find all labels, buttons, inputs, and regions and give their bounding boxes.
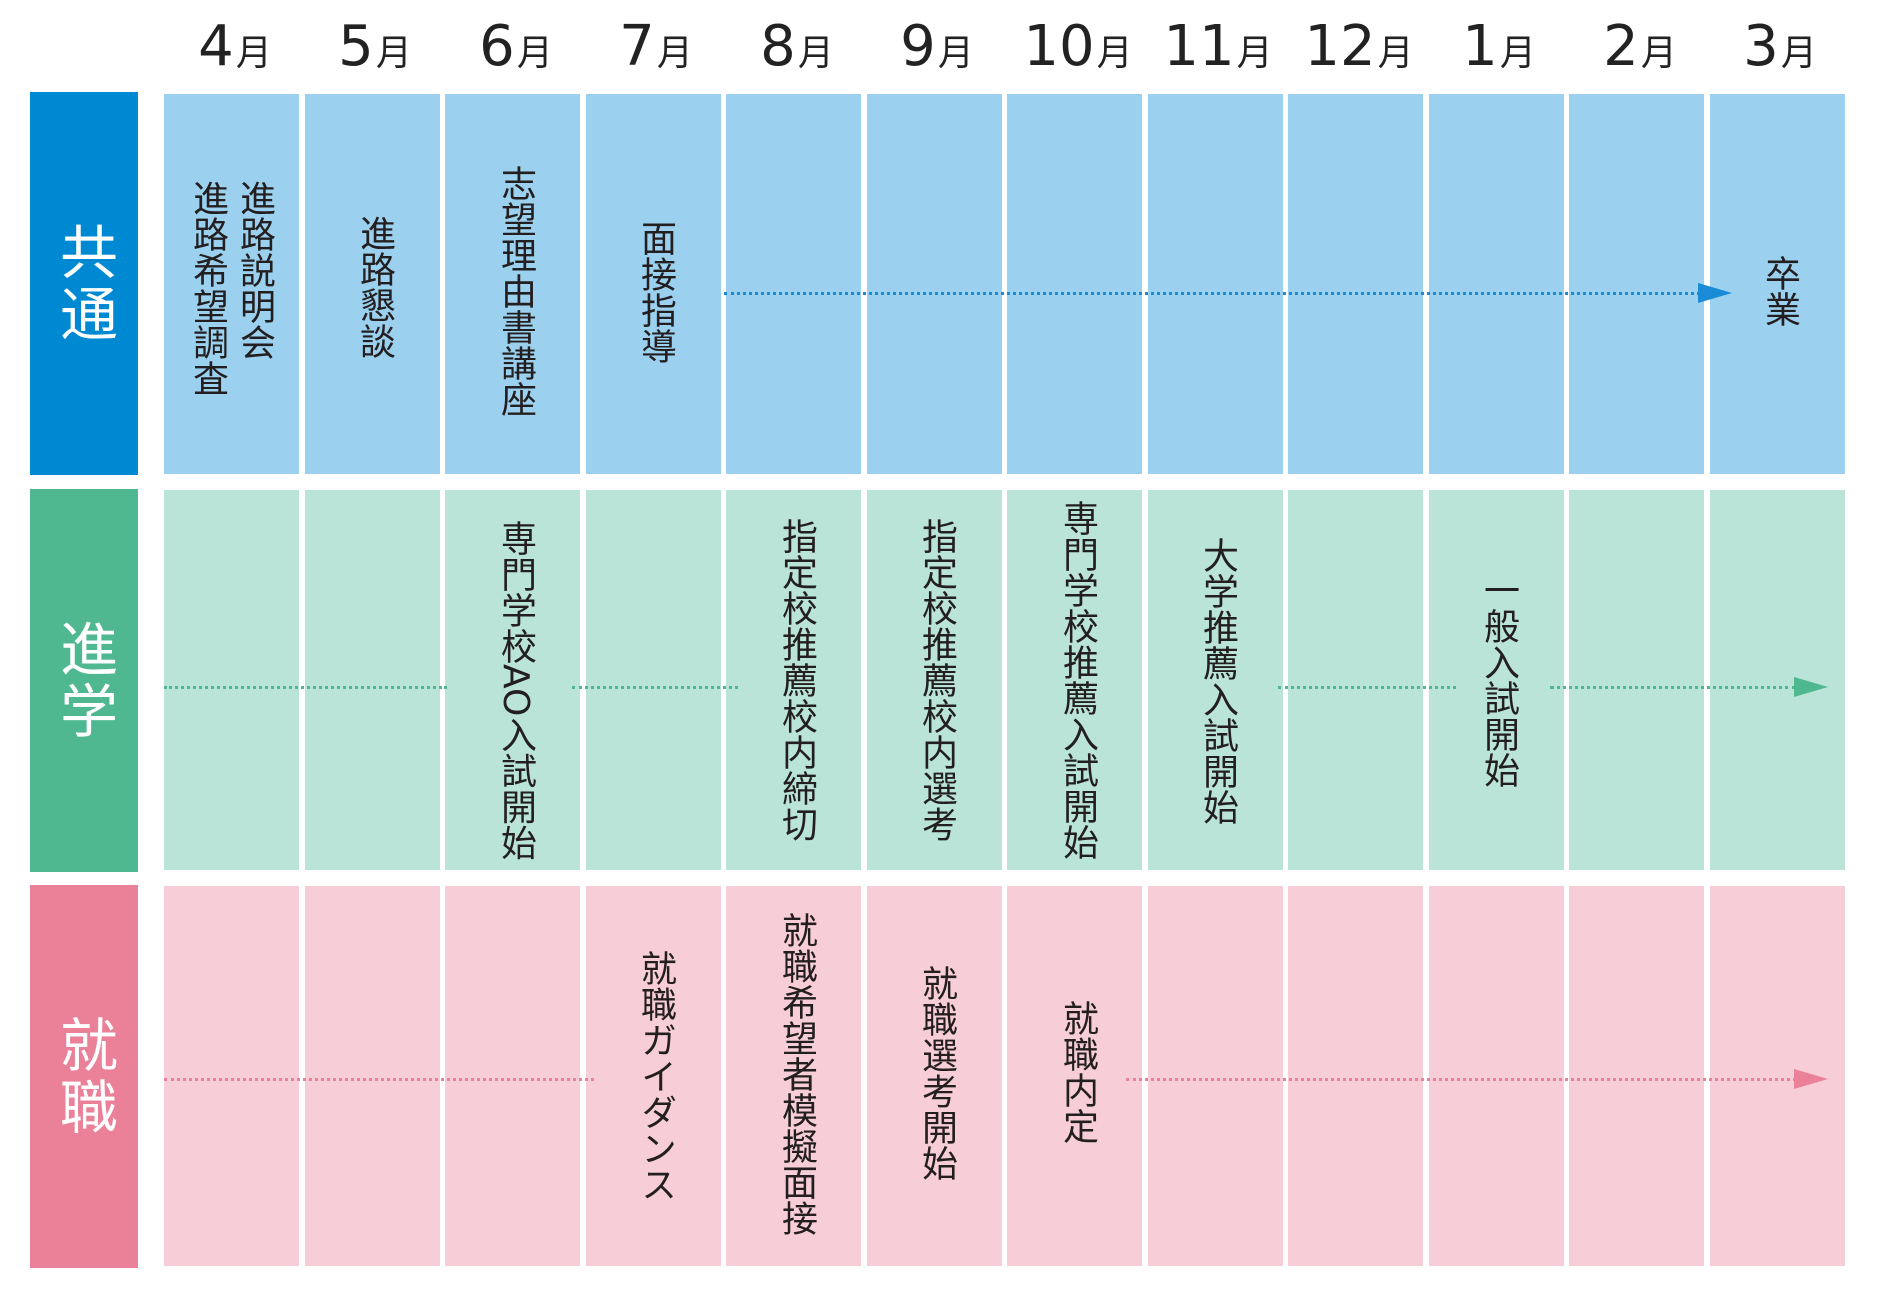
cell-job-may xyxy=(305,886,440,1266)
event-job-sep: 就職選考開始 xyxy=(916,965,957,1181)
arrow-common-line xyxy=(724,292,1700,295)
cell-common-apr xyxy=(164,94,299,474)
cell-common-sep xyxy=(867,94,1002,474)
cell-common-nov xyxy=(1148,94,1283,474)
event-common-apr-2: 進路希望調査 xyxy=(187,180,228,396)
month-feb: 2月 xyxy=(1603,14,1677,79)
cell-advance-oct xyxy=(1007,490,1142,870)
month-sep: 9月 xyxy=(900,14,974,79)
event-common-apr-1: 進路説明会 xyxy=(234,180,275,360)
cell-job-jun xyxy=(445,886,580,1266)
cell-job-sep xyxy=(867,886,1002,1266)
event-advance-sep: 指定校推薦校内選考 xyxy=(916,518,957,842)
cell-common-mar xyxy=(1710,94,1845,474)
cell-job-dec xyxy=(1288,886,1423,1266)
month-jul: 7月 xyxy=(619,14,693,79)
month-dec: 12月 xyxy=(1304,14,1414,79)
cell-common-jan xyxy=(1429,94,1564,474)
event-job-aug: 就職希望者模擬面接 xyxy=(776,912,817,1236)
cell-advance-jan xyxy=(1429,490,1564,870)
arrow-job-line-2 xyxy=(1126,1078,1796,1081)
cell-advance-jul xyxy=(586,490,721,870)
cell-common-may xyxy=(305,94,440,474)
event-advance-nov: 大学推薦入試開始 xyxy=(1197,537,1238,825)
cell-common-aug xyxy=(726,94,861,474)
event-advance-oct: 専門学校推薦入試開始 xyxy=(1057,500,1098,860)
arrow-advance-line-4 xyxy=(1550,686,1796,689)
cell-common-jun xyxy=(445,94,580,474)
row-label-advance: 進学 xyxy=(30,489,138,872)
cell-common-dec xyxy=(1288,94,1423,474)
cell-advance-sep xyxy=(867,490,1002,870)
month-aug: 8月 xyxy=(760,14,834,79)
month-nov: 11月 xyxy=(1163,14,1273,79)
cell-job-feb xyxy=(1569,886,1704,1266)
event-advance-jun: 専門学校AO入試開始 xyxy=(495,520,536,861)
cell-common-feb xyxy=(1569,94,1704,474)
event-job-oct: 就職内定 xyxy=(1057,1000,1098,1144)
cell-job-oct xyxy=(1007,886,1142,1266)
month-may: 5月 xyxy=(338,14,412,79)
cell-advance-may xyxy=(305,490,440,870)
month-mar: 3月 xyxy=(1743,14,1817,79)
arrow-common-head xyxy=(1698,283,1732,303)
row-label-common: 共通 xyxy=(30,92,138,475)
month-oct: 10月 xyxy=(1023,14,1133,79)
month-jun: 6月 xyxy=(479,14,553,79)
event-common-jun: 志望理由書講座 xyxy=(495,165,536,417)
cell-job-aug xyxy=(726,886,861,1266)
month-apr: 4月 xyxy=(198,14,272,79)
arrow-job-head xyxy=(1794,1069,1828,1089)
cell-advance-jun xyxy=(445,490,580,870)
cell-advance-feb xyxy=(1569,490,1704,870)
event-common-may: 進路懇談 xyxy=(354,215,395,359)
event-advance-aug: 指定校推薦校内締切 xyxy=(776,518,817,842)
cell-job-jul xyxy=(586,886,721,1266)
arrow-advance-head xyxy=(1794,677,1828,697)
cell-advance-dec xyxy=(1288,490,1423,870)
event-advance-jan: 一般入試開始 xyxy=(1478,572,1519,788)
arrow-advance-line-1 xyxy=(164,686,447,689)
arrow-advance-line-2 xyxy=(572,686,738,689)
cell-advance-apr xyxy=(164,490,299,870)
cell-common-oct xyxy=(1007,94,1142,474)
month-jan: 1月 xyxy=(1462,14,1536,79)
arrow-advance-line-3 xyxy=(1278,686,1456,689)
cell-job-jan xyxy=(1429,886,1564,1266)
cell-advance-aug xyxy=(726,490,861,870)
cell-job-nov xyxy=(1148,886,1283,1266)
row-label-job: 就職 xyxy=(30,885,138,1268)
event-common-mar: 卒業 xyxy=(1759,255,1800,327)
cell-common-jul xyxy=(586,94,721,474)
cell-advance-nov xyxy=(1148,490,1283,870)
event-common-jul: 面接指導 xyxy=(635,220,676,364)
cell-job-apr xyxy=(164,886,299,1266)
arrow-job-line-1 xyxy=(164,1078,594,1081)
event-job-jul: 就職ガイダンス xyxy=(635,950,676,1202)
